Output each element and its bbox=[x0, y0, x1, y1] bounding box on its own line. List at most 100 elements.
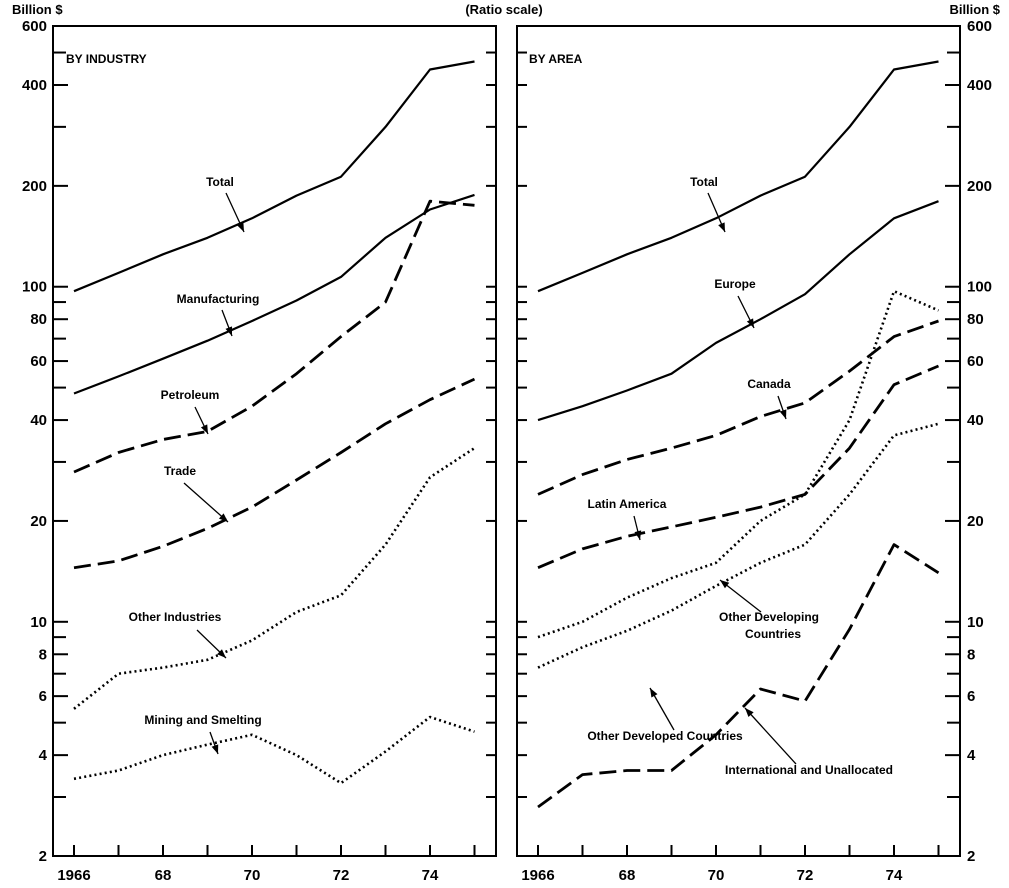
series-label-text: Other Developing bbox=[719, 610, 819, 624]
x-tick-label: 74 bbox=[422, 867, 439, 884]
label-arrow-head bbox=[745, 708, 754, 718]
x-tick-label: 72 bbox=[333, 867, 350, 884]
series-label-text: Canada bbox=[747, 377, 791, 391]
series-label-text: Mining and Smelting bbox=[144, 713, 261, 727]
y-tick-label: 80 bbox=[967, 311, 984, 328]
y-ticks: 2 4 6 8 10 20 40 60 80 100 200 400 600 bbox=[22, 18, 496, 865]
y-tick-label: 40 bbox=[30, 412, 47, 429]
series-line-manufacturing bbox=[73, 193, 475, 395]
x-ticks: 1966 68 70 72 74 bbox=[521, 845, 940, 884]
label-arrow-head bbox=[634, 530, 642, 540]
label-arrow-head bbox=[211, 744, 219, 754]
plot-frame bbox=[52, 25, 497, 857]
series-label-trade: Trade bbox=[164, 464, 229, 523]
y-tick-label: 80 bbox=[30, 311, 47, 328]
series-line-latin-america bbox=[537, 364, 940, 569]
y-tick-label: 60 bbox=[30, 353, 47, 370]
series-line-europe bbox=[537, 200, 939, 422]
y-tick-label: 400 bbox=[22, 77, 47, 94]
label-arrow-head bbox=[218, 513, 228, 522]
y-ticks: 2 4 6 8 10 20 40 60 80 100 200 400 600 bbox=[517, 18, 992, 865]
x-tick-label: 1966 bbox=[521, 867, 554, 884]
series-label-text: Latin America bbox=[588, 497, 667, 511]
series-label-text: Europe bbox=[714, 277, 756, 291]
series-label-text: Total bbox=[206, 175, 234, 189]
series-line-other-industries bbox=[73, 447, 476, 710]
x-tick-label: 68 bbox=[619, 867, 636, 884]
y-tick-label: 4 bbox=[39, 747, 48, 764]
plot-frame bbox=[516, 25, 961, 857]
x-ticks: 1966 68 70 72 74 bbox=[57, 845, 476, 884]
series-line-total bbox=[73, 60, 475, 293]
series-label-other-developing-countries: Other Developing Countries bbox=[719, 579, 819, 641]
y-tick-label: 10 bbox=[30, 614, 47, 631]
y-tick-label: 6 bbox=[967, 688, 975, 705]
series-line-international-and-unallocated bbox=[537, 543, 940, 809]
y-tick-label: 200 bbox=[967, 178, 992, 195]
label-arrow-shaft bbox=[744, 707, 797, 765]
label-arrow-head bbox=[720, 580, 730, 589]
x-tick-label: 74 bbox=[886, 867, 903, 884]
series-label-manufacturing: Manufacturing bbox=[177, 292, 260, 337]
y-tick-label: 10 bbox=[967, 614, 984, 631]
label-arrow-shaft bbox=[183, 482, 229, 523]
x-tick-label: 70 bbox=[708, 867, 725, 884]
y-tick-label: 60 bbox=[967, 353, 984, 370]
area-panel: 2 4 68 10 20 40 60 80 100 200 400 600 1966 68 70 72 74 BY… bbox=[516, 18, 992, 884]
series-label-text: Petroleum bbox=[161, 388, 220, 402]
series-label-canada: Canada bbox=[747, 377, 791, 420]
label-arrow-head bbox=[237, 222, 244, 232]
series-label-total: Total bbox=[206, 175, 245, 233]
y-tick-label: 20 bbox=[967, 513, 984, 530]
series-label-text: Other Industries bbox=[129, 610, 222, 624]
label-arrow-head bbox=[718, 222, 725, 232]
label-arrow-head bbox=[746, 318, 754, 328]
x-tick-label: 72 bbox=[797, 867, 814, 884]
series-label-international-and-unallocated: International and Unallocated bbox=[725, 707, 893, 777]
series-label-total: Total bbox=[690, 175, 726, 233]
right-unit-label: Billion $ bbox=[949, 2, 1000, 17]
series-label-text: Other Developed Countries bbox=[587, 729, 743, 743]
label-arrow-head bbox=[217, 649, 226, 658]
series-line-petroleum bbox=[73, 199, 475, 474]
y-tick-label: 600 bbox=[22, 18, 47, 35]
y-tick-label: 40 bbox=[967, 412, 984, 429]
series-line-total bbox=[537, 60, 939, 293]
series-label-other-industries: Other Industries bbox=[129, 610, 227, 659]
left-unit-label: Billion $ bbox=[12, 2, 63, 17]
label-arrow-head bbox=[779, 409, 787, 419]
label-arrow-head bbox=[200, 424, 208, 434]
x-tick-label: 1966 bbox=[57, 867, 90, 884]
panel-title: BY INDUSTRY bbox=[66, 52, 147, 66]
panel-title: BY AREA bbox=[529, 52, 583, 66]
y-tick-label: 2 bbox=[39, 848, 47, 865]
y-tick-label: 200 bbox=[22, 178, 47, 195]
series-label-petroleum: Petroleum bbox=[161, 388, 220, 435]
y-tick-label: 600 bbox=[967, 18, 992, 35]
y-tick-label: 20 bbox=[30, 513, 47, 530]
label-arrow-head bbox=[225, 326, 233, 336]
series-label-mining-and-smelting: Mining and Smelting bbox=[144, 713, 262, 755]
series-line-trade bbox=[73, 377, 476, 570]
series-label-other-developed-countries: Other Developed Countries bbox=[587, 687, 743, 743]
y-tick-label: 100 bbox=[22, 279, 47, 296]
series-label-text: Total bbox=[690, 175, 718, 189]
x-tick-label: 70 bbox=[244, 867, 261, 884]
series-line-canada bbox=[537, 319, 939, 496]
y-tick-label: 100 bbox=[967, 279, 992, 296]
series-label-europe: Europe bbox=[714, 277, 756, 329]
series-label-text: Trade bbox=[164, 464, 196, 478]
ratio-scale-note: (Ratio scale) bbox=[465, 2, 542, 17]
y-tick-label: 4 bbox=[967, 747, 976, 764]
x-tick-label: 68 bbox=[155, 867, 172, 884]
series-label-text: Manufacturing bbox=[177, 292, 260, 306]
label-arrow-head bbox=[650, 688, 658, 698]
series-line-other-developing-countries bbox=[537, 289, 940, 639]
y-tick-label: 8 bbox=[39, 646, 47, 663]
series-label-latin-america: Latin America bbox=[588, 497, 667, 541]
y-tick-label: 6 bbox=[39, 688, 47, 705]
y-tick-label: 2 bbox=[967, 848, 975, 865]
y-tick-label: 400 bbox=[967, 77, 992, 94]
series-label-text: Countries bbox=[745, 627, 801, 641]
